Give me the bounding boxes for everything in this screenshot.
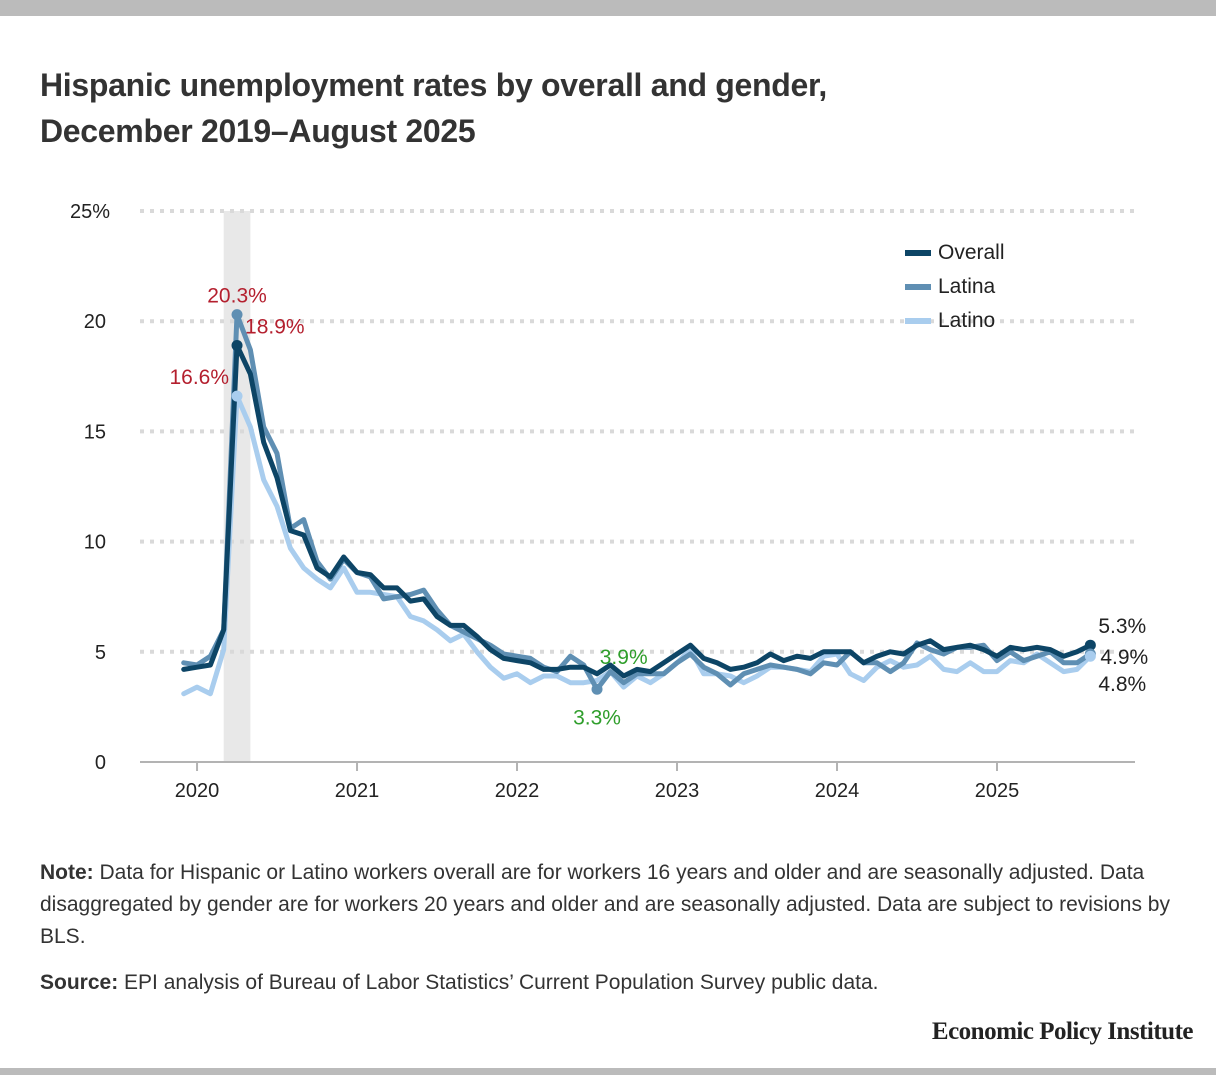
legend-label-latina: Latina xyxy=(938,275,996,298)
note-label: Note: xyxy=(40,861,94,884)
data-point-marker xyxy=(1084,650,1096,662)
y-tick-label: 5 xyxy=(95,642,106,664)
data-label: 16.6% xyxy=(169,366,229,389)
legend-item-latina: Latina xyxy=(905,270,1005,304)
data-label: 3.3% xyxy=(573,706,621,729)
legend-item-overall: Overall xyxy=(905,236,1005,270)
x-tick-label: 2021 xyxy=(335,780,380,802)
epi-logo: Economic Policy Institute xyxy=(931,1018,1194,1045)
source-label: Source: xyxy=(40,971,119,994)
legend-swatch-latina xyxy=(905,284,931,290)
data-point-marker xyxy=(231,309,243,321)
x-tick-label: 2022 xyxy=(495,780,540,802)
data-label: 4.9% xyxy=(1100,646,1148,669)
legend-swatch-latino xyxy=(905,318,931,324)
x-tick-label: 2023 xyxy=(655,780,700,802)
data-label: 20.3% xyxy=(207,285,267,308)
note-text: Data for Hispanic or Latino workers over… xyxy=(40,861,1170,948)
bottom-border-bar xyxy=(0,1068,1216,1075)
line-chart: 0 5 10 15 20 25% 2020 2021 2022 2023 2024 2025 20.3%… xyxy=(70,201,1148,802)
y-tick-label: 15 xyxy=(84,421,106,443)
chart-title: Hispanic unemployment rates by overall a… xyxy=(40,62,827,154)
data-point-marker xyxy=(1084,639,1096,651)
chart-title-line-2: December 2019–August 2025 xyxy=(40,113,476,149)
chart-notes: Note: Data for Hispanic or Latino worker… xyxy=(40,857,1190,1013)
source-text: EPI analysis of Bureau of Labor Statisti… xyxy=(118,971,879,994)
x-tick-label: 2024 xyxy=(815,780,860,802)
legend-swatch-overall xyxy=(905,250,931,256)
y-tick-label: 25% xyxy=(70,201,110,223)
data-label: 4.8% xyxy=(1098,673,1146,696)
top-border-bar xyxy=(0,0,1216,16)
legend-item-latino: Latino xyxy=(905,304,1005,338)
y-tick-label: 10 xyxy=(84,532,106,554)
data-point-marker xyxy=(231,339,243,351)
source-paragraph: Source: EPI analysis of Bureau of Labor … xyxy=(40,967,1190,999)
x-tick-label: 2020 xyxy=(175,780,220,802)
legend-label-latino: Latino xyxy=(938,309,996,332)
x-tick-label: 2025 xyxy=(975,780,1020,802)
series-line-overall xyxy=(181,342,1093,679)
chart-title-line-1: Hispanic unemployment rates by overall a… xyxy=(40,67,828,103)
data-label: 5.3% xyxy=(1098,615,1146,638)
data-label: 3.9% xyxy=(600,646,648,669)
y-tick-label: 20 xyxy=(84,311,106,333)
data-point-marker xyxy=(591,683,603,695)
y-tick-label: 0 xyxy=(95,752,106,774)
data-point-marker xyxy=(231,390,243,402)
chart-legend: Overall Latina Latino xyxy=(905,236,1005,338)
data-label: 18.9% xyxy=(245,315,305,338)
legend-label-overall: Overall xyxy=(938,241,1005,264)
series-line-latina xyxy=(181,312,1093,692)
note-paragraph: Note: Data for Hispanic or Latino worker… xyxy=(40,857,1190,953)
